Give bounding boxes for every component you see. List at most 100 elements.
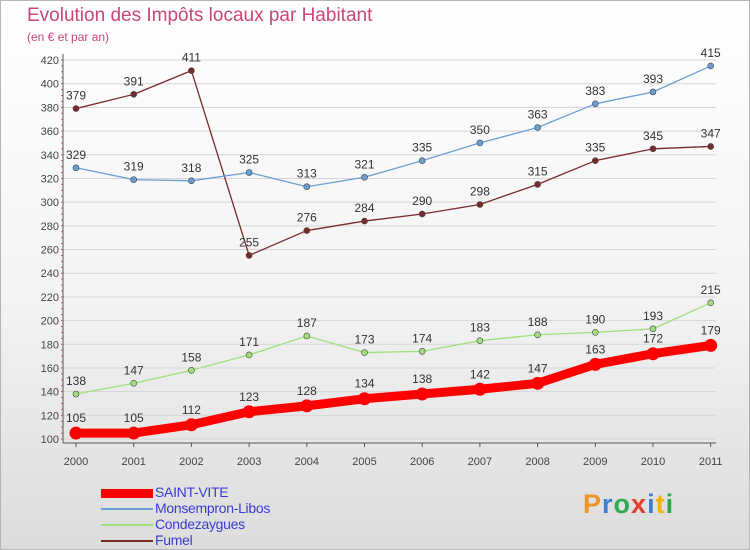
data-label-fumel: 298 (470, 184, 490, 198)
data-point-condezaygues (188, 367, 195, 374)
data-point-monsempron-libos (476, 139, 484, 147)
data-label-saint-vite: 179 (701, 323, 721, 337)
data-label-condezaygues: 173 (354, 333, 374, 347)
data-label-monsempron-libos: 393 (643, 72, 663, 86)
data-point-condezaygues (245, 351, 253, 359)
y-tick-label: 280 (41, 221, 59, 233)
data-point-fumel (188, 67, 195, 74)
legend-swatch-fumel (101, 540, 153, 542)
logo-letter: o (613, 489, 632, 519)
x-tick-label: 2011 (699, 456, 723, 468)
data-point-monsempron-libos (418, 157, 426, 164)
data-label-fumel: 255 (239, 235, 259, 249)
data-point-condezaygues (476, 337, 484, 344)
data-label-monsempron-libos: 325 (239, 153, 259, 167)
data-point-saint-vite (184, 418, 198, 432)
data-point-fumel (361, 217, 368, 225)
data-point-fumel (418, 210, 426, 218)
y-tick-label: 400 (41, 79, 59, 91)
data-label-fumel: 379 (66, 89, 86, 103)
logo-letter: x (631, 489, 648, 519)
data-label-saint-vite: 134 (354, 377, 374, 391)
data-labels: 379 391 411 255 276 284 290 298 315 335 345 347 329 3… (66, 46, 721, 425)
data-point-saint-vite (473, 382, 487, 396)
data-point-fumel (591, 157, 599, 164)
x-tick-label: 2010 (641, 456, 665, 468)
data-point-condezaygues (591, 329, 599, 336)
series-line-condezaygues (75, 302, 712, 395)
data-label-monsempron-libos: 313 (297, 167, 317, 181)
data-label-fumel: 315 (528, 164, 548, 178)
proxiti-logo: Proxiti (583, 489, 674, 520)
y-tick-label: 420 (41, 55, 59, 67)
logo-letter: r (602, 489, 614, 519)
data-point-fumel (72, 105, 80, 112)
legend-swatch-condezaygues (101, 524, 153, 526)
data-label-condezaygues: 190 (585, 312, 605, 326)
data-label-monsempron-libos: 350 (470, 123, 490, 137)
data-label-saint-vite: 138 (412, 372, 432, 386)
legend-label-saint-vite: SAINT-VITE (155, 484, 229, 500)
x-tick-label: 2004 (295, 456, 319, 468)
data-point-condezaygues (72, 390, 80, 398)
data-point-condezaygues (303, 332, 311, 340)
data-point-fumel (476, 201, 484, 208)
y-tick-label: 320 (41, 173, 59, 185)
y-tick-label: 180 (41, 339, 59, 351)
data-label-fumel: 335 (585, 141, 605, 155)
data-label-condezaygues: 147 (124, 363, 144, 377)
data-point-fumel (245, 252, 253, 259)
data-point-monsempron-libos (649, 88, 657, 96)
y-tick-label: 240 (41, 268, 59, 280)
data-label-condezaygues: 183 (470, 321, 490, 335)
data-label-saint-vite: 112 (182, 403, 201, 417)
data-point-condezaygues (418, 348, 426, 355)
data-point-fumel (707, 143, 715, 150)
y-tick-label: 120 (41, 410, 59, 422)
data-point-condezaygues (130, 380, 137, 387)
data-point-saint-vite (300, 399, 314, 413)
y-tick-label: 160 (41, 363, 59, 375)
data-point-saint-vite (358, 392, 371, 406)
data-point-monsempron-libos (361, 173, 368, 181)
data-point-monsempron-libos (188, 177, 195, 185)
data-label-condezaygues: 187 (297, 316, 317, 330)
data-label-monsempron-libos: 319 (124, 160, 144, 174)
legend-swatch-monsempron-libos (101, 508, 153, 510)
y-tick-label: 220 (41, 292, 59, 304)
data-label-monsempron-libos: 335 (412, 141, 432, 155)
data-label-saint-vite: 147 (528, 361, 548, 375)
y-tick-label: 260 (41, 245, 59, 257)
data-label-condezaygues: 158 (181, 350, 201, 364)
logo-letter: i (647, 489, 656, 519)
data-label-condezaygues: 174 (412, 331, 432, 345)
data-label-saint-vite: 163 (585, 342, 605, 356)
x-tick-label: 2006 (410, 456, 434, 468)
data-label-condezaygues: 193 (643, 309, 663, 323)
data-label-saint-vite: 123 (239, 390, 259, 404)
data-label-monsempron-libos: 363 (528, 108, 548, 122)
data-point-saint-vite (588, 357, 602, 371)
x-tick-label: 2005 (352, 456, 376, 468)
data-point-monsempron-libos (245, 169, 253, 176)
logo-letter: i (665, 489, 675, 519)
chart-subtitle: (en € et par an) (27, 30, 110, 44)
series-line-monsempron-libos (75, 65, 712, 188)
data-point-fumel (649, 145, 657, 153)
data-point-saint-vite (531, 376, 545, 390)
data-point-condezaygues (649, 325, 657, 333)
data-label-condezaygues: 171 (239, 335, 259, 349)
data-label-monsempron-libos: 321 (354, 157, 374, 171)
data-label-monsempron-libos: 318 (181, 161, 201, 175)
data-point-monsempron-libos (707, 62, 715, 70)
series-line-fumel (75, 70, 712, 257)
x-tick-label: 2009 (583, 456, 607, 468)
data-label-monsempron-libos: 329 (66, 148, 86, 162)
y-tick-label: 300 (41, 197, 59, 209)
data-point-saint-vite (646, 347, 660, 361)
y-tick-label: 200 (41, 316, 59, 328)
x-tick-label: 2002 (179, 456, 203, 468)
data-label-saint-vite: 105 (66, 411, 86, 425)
